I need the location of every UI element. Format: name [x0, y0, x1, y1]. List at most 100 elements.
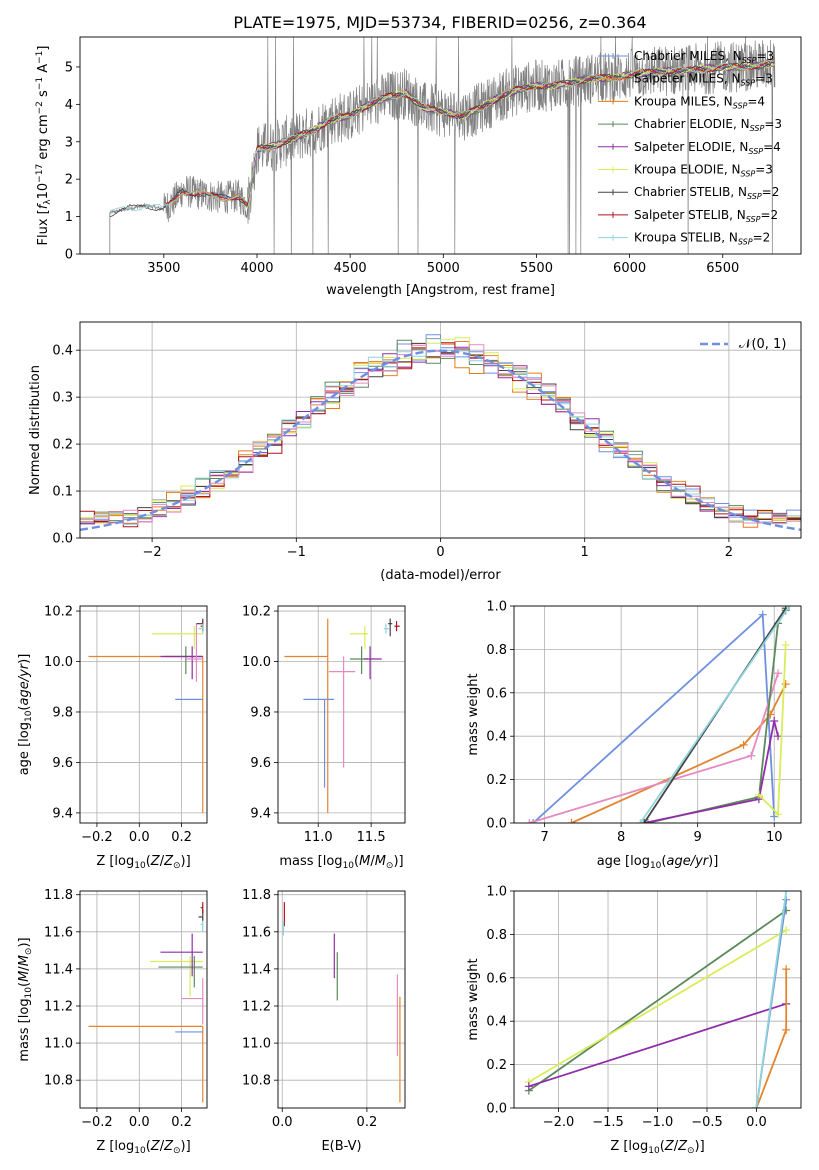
label-part: /	[370, 854, 375, 869]
weight-marker	[782, 891, 791, 895]
x-tick-label: 9	[694, 830, 702, 845]
weight-line-7	[639, 606, 791, 823]
weight-marker	[782, 1025, 791, 1034]
x-tick-label: 4000	[240, 261, 273, 276]
x-tick-label: 4500	[334, 261, 367, 276]
weight-marker	[770, 717, 779, 726]
y-tick-label: 1	[65, 210, 73, 225]
y-tick-label: 0.6	[486, 971, 507, 986]
label-part: =3	[756, 49, 774, 63]
x-tick-label: 2	[725, 545, 733, 560]
x-tick-label: 0.0	[272, 1115, 293, 1130]
label-part: ]	[36, 46, 51, 51]
panel-age_vs_Z: −0.2 0.0 0.29.49.69.810.010.2Z [log10(Z/Z⊙…	[17, 605, 208, 871]
y-tick-label: 10.8	[242, 1074, 271, 1089]
label-part: (	[146, 854, 151, 869]
label-part: Flux [	[36, 209, 51, 245]
label-part: ⊙	[687, 1146, 695, 1156]
x-tick-label: 5500	[520, 261, 553, 276]
weight-marker	[636, 819, 645, 823]
label-part: 10	[36, 183, 51, 200]
y-tick-label: 11.8	[242, 888, 271, 903]
label-part: λ	[43, 199, 53, 205]
label-part: /	[160, 854, 165, 869]
axes-frame	[79, 890, 208, 1109]
axes-frame	[79, 605, 208, 824]
y-tick-label: 11.0	[44, 1037, 73, 1052]
label-part: Z	[163, 854, 174, 869]
y-tick-label: 9.4	[250, 806, 271, 821]
label-part: ⊙	[173, 1146, 181, 1156]
label-part: (	[354, 854, 359, 869]
label-part: =4	[747, 94, 765, 108]
x-axis-label: wavelength [Angstrom, rest frame]	[326, 283, 555, 298]
weight-marker	[524, 1082, 533, 1091]
x-tick-label: 11.0	[304, 830, 333, 845]
label-part: SSP	[738, 238, 753, 247]
x-axis-label: Z [log10(Z/Z⊙)]	[96, 1139, 190, 1156]
panel-spectrum: 3500 4000 4500 5000 5500 6000 6500 0 1 2 3 4 5 wavele…	[35, 36, 802, 298]
label-part: Z	[150, 1139, 161, 1154]
label-part: =4	[763, 140, 781, 154]
figure-title: PLATE=1975, MJD=53734, FIBERID=0256, z=0…	[233, 13, 646, 32]
weight-marker	[781, 641, 790, 650]
label-part: 10	[24, 987, 34, 999]
axes-frame	[79, 36, 802, 255]
label-part: )]	[181, 1139, 191, 1154]
label-part: Z [log	[610, 1139, 648, 1154]
label-part: age/yr	[17, 662, 32, 705]
label-part: SSP	[741, 170, 756, 179]
label-part: M	[17, 971, 32, 982]
x-tick-label: 0.0	[746, 1115, 767, 1130]
x-tick-label: −0.2	[81, 1115, 113, 1130]
label-part: M	[375, 854, 386, 869]
weight-marker	[774, 810, 783, 819]
y-tick-label: 11.6	[242, 925, 271, 940]
plot-area	[88, 618, 204, 813]
model-7	[163, 59, 775, 208]
y-tick-label: 2	[65, 173, 73, 188]
x-tick-label: 6500	[706, 261, 739, 276]
y-tick-label: 0	[65, 248, 73, 263]
label-part: SSP	[742, 56, 757, 65]
x-tick-label: 3500	[147, 261, 180, 276]
x-tick-label: −2	[143, 545, 162, 560]
label-part: SSP	[746, 215, 761, 224]
x-axis-label: Z [log10(Z/Z⊙)]	[96, 854, 190, 871]
y-axis-label: Normed distribution	[28, 365, 43, 495]
legend-label-3: Chabrier ELODIE, NSSP=3	[634, 117, 782, 133]
y-tick-label: 0.4	[52, 344, 73, 359]
weight-marker	[774, 669, 783, 678]
y-tick-label: 0.2	[486, 773, 507, 788]
y-tick-label: 10.0	[242, 655, 271, 670]
label-part: age [log	[17, 722, 32, 775]
label-part: /	[17, 966, 32, 971]
y-tick-label: 9.6	[250, 756, 271, 771]
x-tick-label: 0.2	[171, 1115, 192, 1130]
legend-label-0: Chabrier MILES, NSSP=3	[634, 49, 774, 65]
label-part: )]	[181, 854, 191, 869]
x-tick-label: −1	[287, 545, 306, 560]
y-tick-label: 5	[65, 60, 73, 75]
histogram-kroupa_stelib	[80, 338, 801, 525]
plot-area	[80, 334, 801, 531]
legend-label-6: Chabrier STELIB, NSSP=2	[634, 185, 779, 201]
label-part: f	[36, 202, 51, 209]
y-tick-label: 11.0	[242, 1037, 271, 1052]
y-tick-label: 9.6	[52, 756, 73, 771]
label-part: −1	[35, 77, 45, 90]
x-tick-label: 8	[617, 830, 625, 845]
weight-marker	[782, 965, 791, 974]
y-tick-label: 1.0	[486, 600, 507, 615]
axes-frame	[277, 890, 406, 1109]
legend-label: 𝒩(0, 1)	[739, 337, 786, 352]
x-axis-label: Z [log10(Z/Z⊙)]	[610, 1139, 704, 1156]
y-tick-label: 11.4	[44, 962, 73, 977]
label-part: 10	[134, 861, 146, 871]
legend-label-5: Kroupa ELODIE, NSSP=3	[634, 163, 773, 179]
y-tick-label: 9.8	[250, 705, 271, 720]
y-axis-label: mass weight	[466, 673, 481, 755]
label-part: (	[17, 706, 32, 711]
model-8	[109, 59, 776, 212]
